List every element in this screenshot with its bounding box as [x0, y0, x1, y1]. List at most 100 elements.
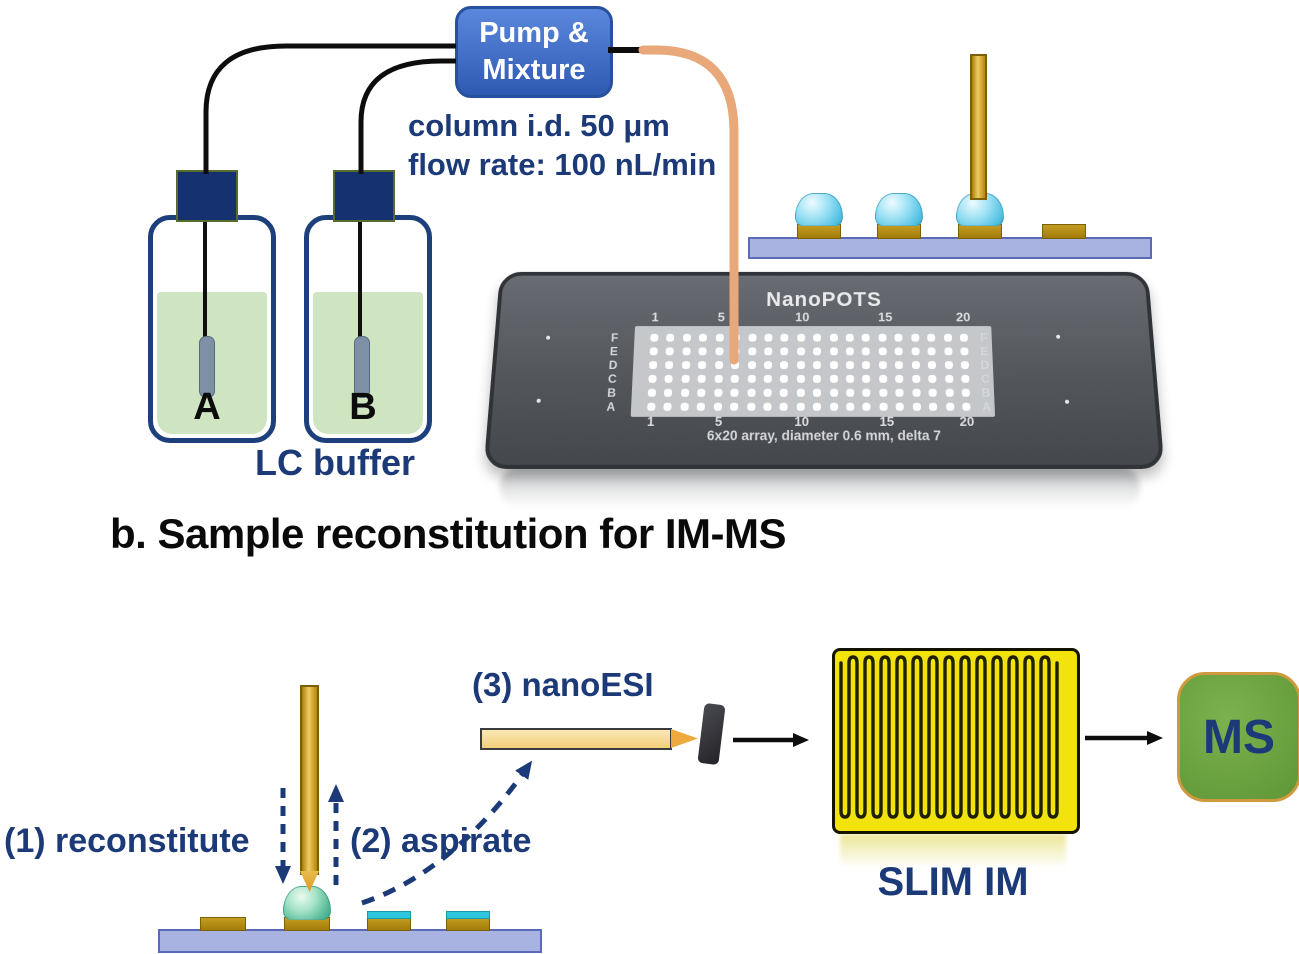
chip-well	[945, 402, 954, 411]
chip-reflection	[500, 466, 1140, 508]
chip-well	[730, 402, 739, 411]
chip-well	[910, 333, 920, 342]
chip-well	[929, 402, 938, 411]
chip-well	[845, 347, 854, 356]
chip-well	[715, 347, 724, 356]
chip-well	[698, 347, 707, 356]
chip-well	[813, 333, 822, 342]
bottle-a-dip-tube	[203, 218, 207, 340]
chip-well	[648, 374, 657, 383]
chip-well	[813, 347, 822, 356]
ms-label: MS	[1203, 710, 1275, 764]
chip-well	[780, 347, 789, 356]
ms-inlet	[697, 702, 726, 766]
chip-well	[894, 347, 904, 356]
chip-well	[714, 361, 723, 369]
chip-well	[696, 402, 706, 411]
chip-well	[697, 388, 706, 397]
chip-row-label-right-A: A	[981, 399, 992, 414]
slim-serpentine-pattern	[839, 655, 1059, 819]
chip-well	[796, 361, 805, 369]
pump-label-line1: Pump &	[479, 17, 589, 49]
slim-reflection	[840, 834, 1066, 868]
chip-well	[846, 402, 855, 411]
chip-well	[895, 402, 905, 411]
chip-well	[960, 361, 970, 369]
chip-well	[715, 333, 724, 342]
chip-well	[796, 347, 805, 356]
chip-row-label-right-B: B	[981, 385, 991, 400]
chip-alignment-dot	[536, 398, 541, 403]
section-b-title: b. Sample reconstitution for IM-MS	[110, 510, 787, 557]
chip-well	[764, 333, 773, 342]
chip-well	[780, 361, 789, 369]
chip-well	[960, 347, 969, 356]
chip-well	[796, 402, 805, 411]
chip-well	[748, 333, 757, 342]
chip-well	[796, 374, 805, 383]
chip-well	[895, 388, 904, 397]
chip-well	[650, 333, 659, 342]
bottle-b-dip-tube	[358, 218, 362, 340]
slim-im-label: SLIM IM	[877, 860, 1029, 904]
chip-well	[912, 402, 921, 411]
chip-well	[649, 347, 658, 356]
step2-aspirate-label: (2) aspirate	[350, 822, 532, 860]
chip-well	[911, 361, 920, 369]
chip-well	[862, 361, 871, 369]
chip-title: NanoPOTS	[766, 288, 882, 311]
chip-well	[928, 388, 937, 397]
chip-well	[829, 388, 838, 397]
chip-well	[829, 347, 838, 356]
bottle-a-filter	[199, 336, 215, 398]
chip-well	[895, 361, 904, 369]
chip-row-label-left-A: A	[606, 399, 616, 414]
chip-well	[961, 374, 970, 383]
nanoesi-emitter-tip	[671, 729, 698, 748]
chip-row-label-left-F: F	[610, 330, 619, 345]
step3-nanoesi-label: (3) nanoESI	[472, 666, 654, 703]
chip-well	[829, 374, 838, 383]
chip-well	[846, 374, 855, 383]
chip-well	[945, 388, 954, 397]
sample-pad	[200, 917, 246, 931]
chip-well	[878, 374, 888, 383]
chip-well	[961, 388, 971, 397]
chip-well	[730, 388, 739, 397]
chip-well	[862, 347, 871, 356]
chip-well	[912, 388, 921, 397]
droplet-platform-bottom	[158, 929, 542, 953]
chip-well	[813, 374, 822, 383]
chip-well	[731, 347, 740, 356]
chip-well	[845, 333, 854, 342]
chip-well	[747, 361, 756, 369]
sample-pad	[958, 224, 1002, 239]
chip-well	[862, 388, 871, 397]
chip-row-label-left-B: B	[606, 385, 617, 400]
chip-well	[763, 374, 772, 383]
column-specs-text: column i.d. 50 μm flow rate: 100 nL/min	[408, 106, 748, 184]
chip-row-label-right-F: F	[979, 330, 988, 345]
sample-pad	[446, 917, 490, 931]
chip-well	[713, 402, 722, 411]
chip-well	[714, 374, 723, 383]
chip-well	[813, 361, 822, 369]
sample-pad	[877, 224, 921, 239]
step1-reconstitute-label: (1) reconstitute	[4, 822, 250, 860]
chip-well	[664, 374, 674, 383]
chip-well	[943, 347, 953, 356]
chip-well	[747, 347, 756, 356]
buffer-droplet	[795, 193, 843, 226]
chip-well	[944, 374, 954, 383]
sample-pad	[367, 917, 411, 931]
buffer-droplet	[875, 193, 923, 226]
chip-alignment-dot	[545, 335, 551, 340]
chip-well	[829, 402, 838, 411]
chip-well	[665, 361, 674, 369]
chip-well	[747, 374, 756, 383]
chip-well	[928, 374, 937, 383]
chip-well	[764, 347, 773, 356]
chip-row-label-right-E: E	[980, 344, 989, 359]
chip-well	[730, 374, 739, 383]
chip-well	[681, 374, 690, 383]
